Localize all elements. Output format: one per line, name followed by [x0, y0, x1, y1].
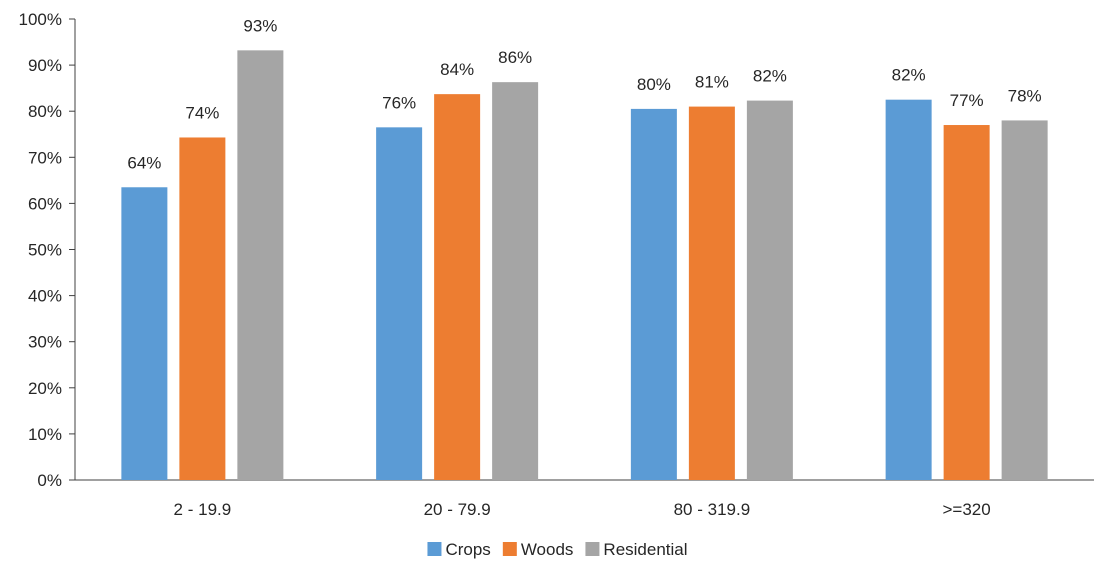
x-tick-label: 20 - 79.9	[424, 500, 491, 519]
legend-label-residential: Residential	[603, 540, 687, 559]
legend-swatch-woods	[502, 542, 517, 556]
y-tick-label: 70%	[28, 148, 62, 167]
y-tick-label: 60%	[28, 194, 62, 213]
bar-residential	[1001, 120, 1048, 481]
bar-woods	[688, 106, 735, 480]
data-label: 81%	[695, 73, 729, 92]
bar-residential	[746, 100, 793, 481]
bar-woods	[943, 125, 990, 480]
data-label: 84%	[440, 60, 474, 79]
bar-crops	[630, 108, 677, 481]
y-tick-label: 50%	[28, 241, 62, 260]
bar-crops	[376, 127, 423, 481]
data-label: 86%	[498, 48, 532, 67]
bar-residential	[237, 50, 284, 481]
y-tick-label: 20%	[28, 379, 62, 398]
y-tick-label: 90%	[28, 56, 62, 75]
data-label: 77%	[950, 91, 984, 110]
x-tick-label: >=320	[943, 500, 991, 519]
y-tick-label: 0%	[37, 471, 62, 490]
data-label: 82%	[892, 66, 926, 85]
x-tick-label: 80 - 319.9	[674, 500, 751, 519]
data-label: 74%	[185, 103, 219, 122]
y-tick-label: 80%	[28, 102, 62, 121]
legend-label-crops: Crops	[445, 540, 490, 559]
bar-woods	[179, 137, 226, 481]
bar-crops	[121, 187, 168, 480]
legend-swatch-residential	[585, 542, 600, 556]
legend: Crops Woods Residential	[427, 540, 688, 559]
bar-residential	[492, 82, 539, 481]
data-label: 64%	[127, 153, 161, 172]
bar-crops	[885, 99, 932, 481]
axes: 0% 10% 20% 30% 40% 50% 60% 70% 80% 90% 100% 2 - 19.…	[19, 10, 1094, 519]
data-label: 93%	[243, 16, 277, 35]
x-tick-label: 2 - 19.9	[174, 500, 232, 519]
y-tick-label: 30%	[28, 333, 62, 352]
data-label: 76%	[382, 93, 416, 112]
bar-woods	[434, 94, 481, 480]
y-tick-label: 40%	[28, 287, 62, 306]
y-tick-label: 10%	[28, 425, 62, 444]
data-label: 78%	[1008, 86, 1042, 105]
data-labels: 64% 74% 93% 76% 84% 86% 80% 81% 82% 82% 77% 78%	[127, 16, 1041, 172]
y-tick-label: 100%	[19, 10, 62, 29]
legend-label-woods: Woods	[521, 540, 574, 559]
data-label: 82%	[753, 67, 787, 86]
data-label: 80%	[637, 75, 671, 94]
bars	[121, 50, 1048, 481]
legend-swatch-crops	[427, 542, 442, 556]
